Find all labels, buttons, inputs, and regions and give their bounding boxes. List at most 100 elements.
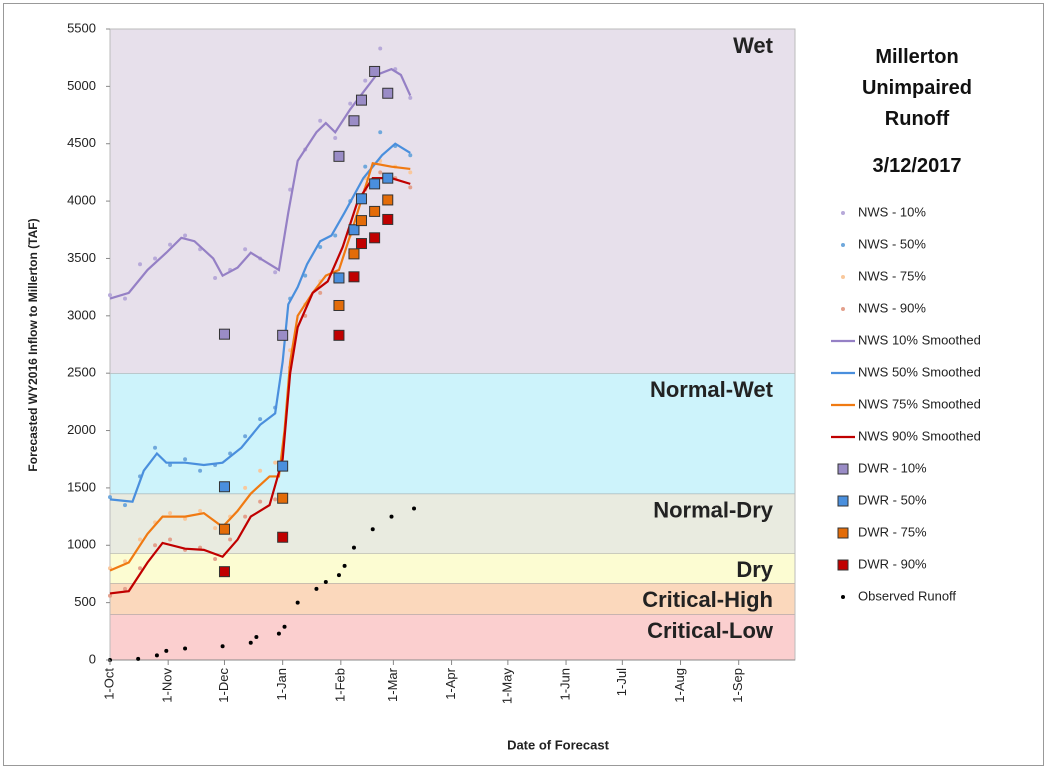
frame [3,3,1044,766]
point [258,417,263,422]
legend-label: NWS 90% Smoothed [858,428,981,443]
square-marker [382,194,394,206]
square-marker [218,328,230,340]
band [110,614,795,660]
square-marker [369,178,381,190]
point [154,653,159,658]
line [109,142,411,503]
point [363,164,368,169]
band [110,493,795,554]
y-tick-label: 2000 [67,422,96,437]
square-marker [382,87,394,99]
x-tick-label: 1-Oct [101,668,116,700]
x-tick-label: 1-Dec [216,668,231,703]
band-label: Dry [736,557,773,582]
square-marker [218,481,230,493]
point [333,135,338,140]
point [408,153,413,158]
band-label: Normal-Dry [653,497,774,522]
legend-label: Observed Runoff [858,588,956,603]
band [110,373,795,494]
square-marker [355,215,367,227]
legend-swatch [837,559,849,571]
square-marker [333,299,345,311]
square-marker [369,232,381,244]
point [295,600,300,605]
point [228,451,233,456]
chart-title: Millerton Unimpaired Runoff [861,46,973,130]
point [220,644,225,649]
point [378,170,383,175]
point [108,293,112,298]
point [183,516,188,521]
point [254,635,259,640]
point [412,506,417,511]
square-marker [348,248,360,260]
point [243,514,248,519]
point [213,526,218,531]
square-marker [369,205,381,217]
y-axis-label: Forecasted WY2016 Inflow to Millerton (T… [26,218,40,471]
point [213,557,218,562]
point [183,646,188,651]
y-tick-label: 1500 [67,479,96,494]
x-tick-label: 1-May [499,668,514,705]
square-marker [277,492,289,504]
x-tick-label: 1-Feb [332,668,347,702]
square-marker [277,531,289,543]
legend-swatch [841,275,845,279]
point [276,631,281,636]
band-label: Wet [733,33,774,58]
legend-label: NWS - 50% [858,236,926,251]
point [248,640,253,645]
square-marker [355,94,367,106]
point [318,244,323,249]
square-marker [277,460,289,472]
point [351,545,356,550]
chart-subtitle: 3/12/2017 [872,155,962,177]
point [408,95,413,100]
point [318,118,323,123]
square-marker [333,150,345,162]
x-tick-label: 1-Nov [160,668,175,703]
point [153,256,158,261]
legend-label: DWR - 90% [858,556,927,571]
point [153,445,158,450]
band-label: Critical-Low [647,618,774,643]
point [336,573,341,578]
point [408,170,413,175]
point [168,462,173,467]
point [123,296,128,301]
square-marker [382,213,394,225]
point [123,559,128,564]
legend-swatch [841,243,845,247]
point [258,499,263,504]
square-marker [369,65,381,77]
point [378,46,383,51]
legend-label: NWS 10% Smoothed [858,332,981,347]
square-marker [218,566,230,578]
point [168,537,173,542]
point [323,579,328,584]
point [408,185,413,190]
legend-label: NWS 75% Smoothed [858,396,981,411]
square-marker [333,272,345,284]
point [108,593,112,598]
point [258,468,263,473]
point [138,262,143,267]
square-marker [218,523,230,535]
point [123,586,128,591]
y-tick-label: 5000 [67,78,96,93]
point [243,434,248,439]
point [273,270,278,275]
point [123,503,128,508]
legend-label: NWS - 10% [858,204,926,219]
square-marker [355,238,367,250]
point [370,527,375,532]
point [318,290,323,295]
x-tick-label: 1-Jan [274,668,289,701]
point [378,130,383,135]
point [153,543,158,548]
legend-label: NWS - 90% [858,300,926,315]
legend-swatch [837,495,849,507]
